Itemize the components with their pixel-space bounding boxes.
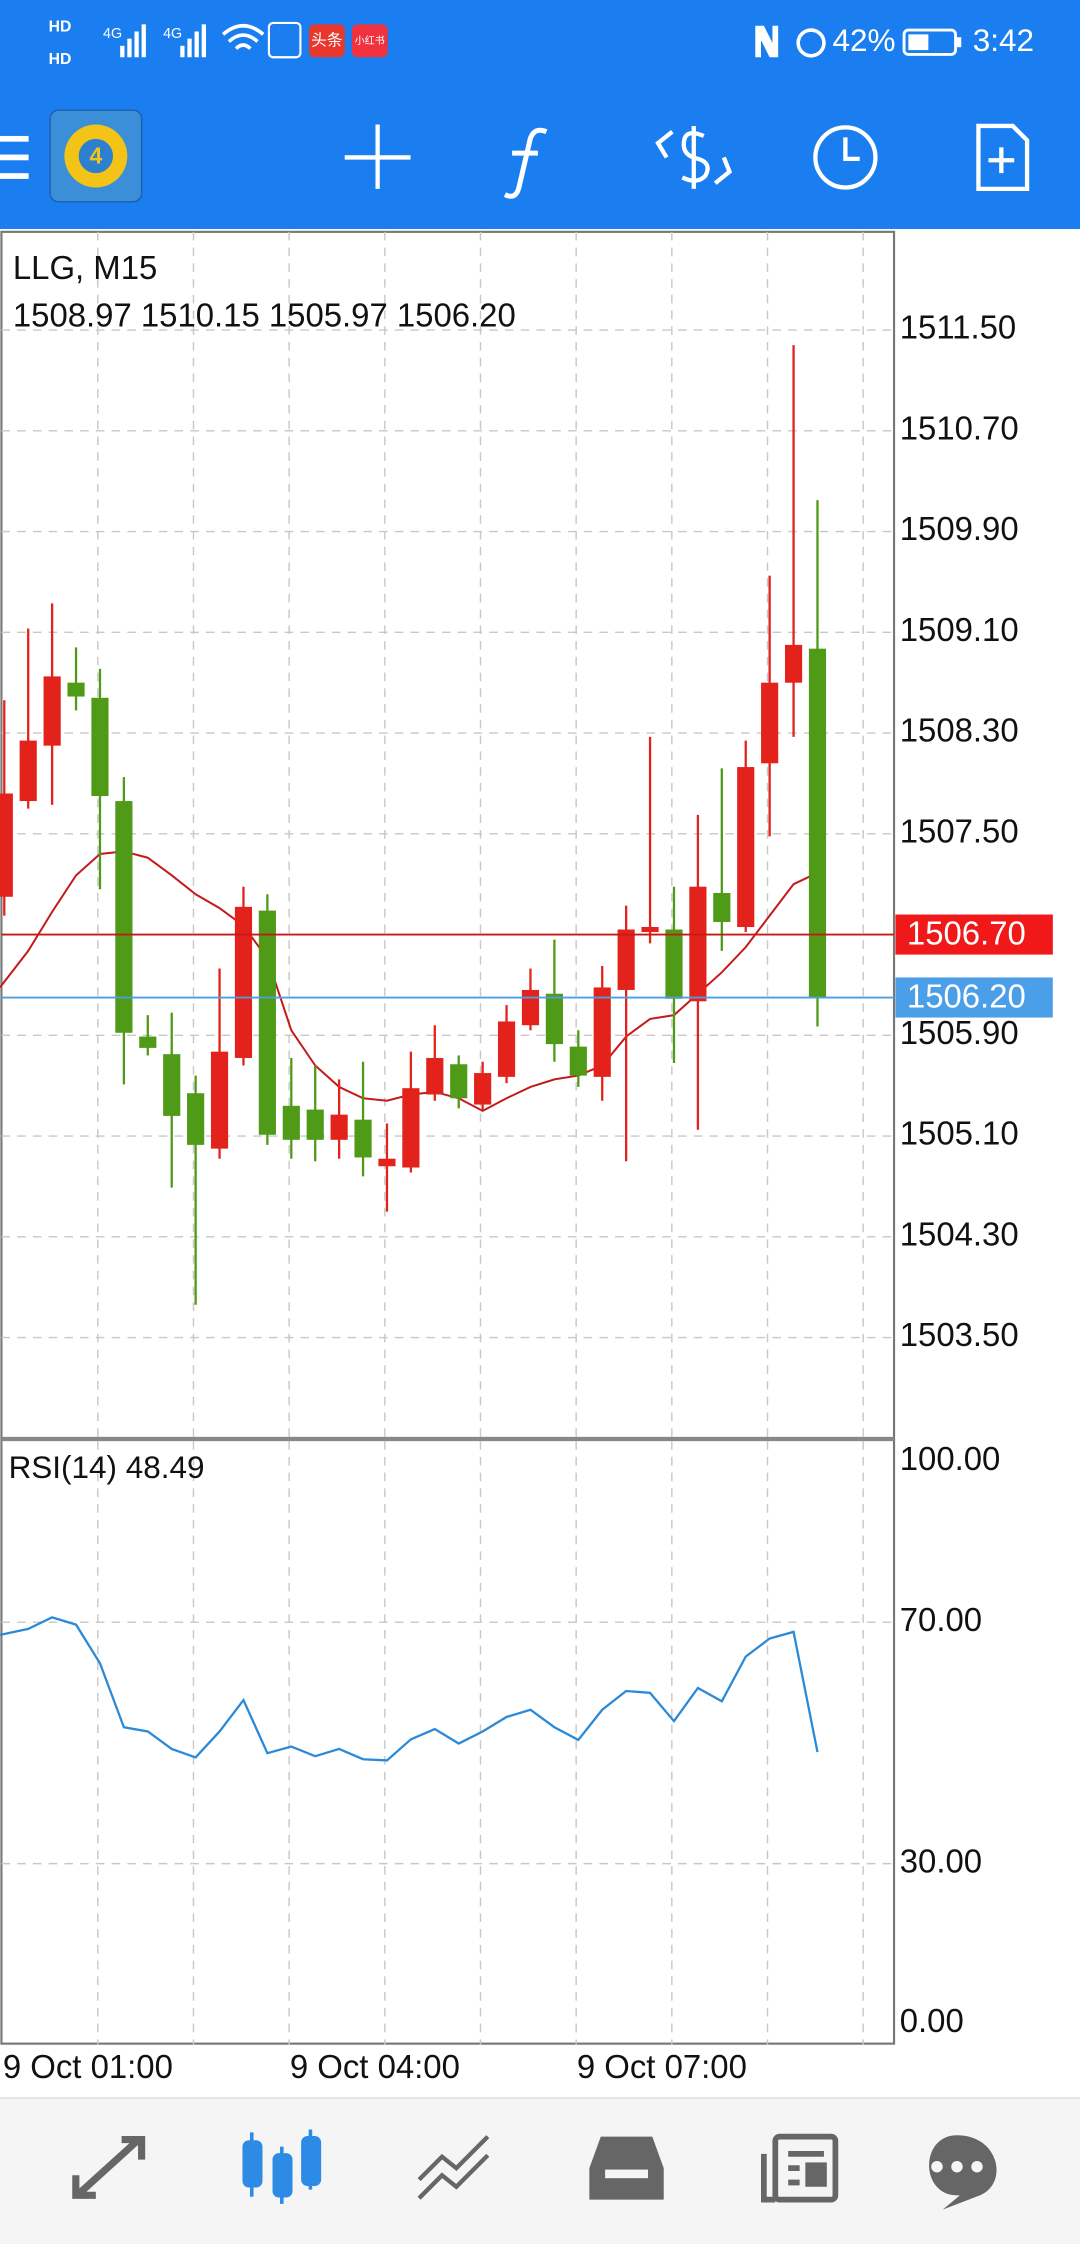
- x-tick-label: 9 Oct 04:00: [290, 2048, 460, 2085]
- y-tick-label: 70.00: [900, 1601, 982, 1638]
- y-tick-label: 1505.90: [900, 1014, 1019, 1051]
- chat-tab[interactable]: [929, 2135, 997, 2210]
- svg-text:4: 4: [89, 142, 102, 168]
- candle-body: [641, 926, 659, 933]
- y-tick-label: 1509.90: [900, 510, 1019, 547]
- candle-body: [0, 793, 13, 897]
- nav-icons: [72, 2129, 997, 2210]
- candle-body: [497, 1021, 516, 1077]
- panel-separator: [1, 1436, 895, 1442]
- price-tag: [895, 914, 1053, 955]
- status-badge: HD: [49, 18, 72, 35]
- quotes-tab[interactable]: [72, 2135, 146, 2199]
- candle-body: [187, 1093, 205, 1145]
- candle-body: [210, 1051, 229, 1149]
- status-icons: HD HD 4G 4G 头条 小红书 42% 3:42: [49, 18, 1034, 68]
- y-tick-label: 1505.10: [900, 1115, 1019, 1152]
- battery-level: 42%: [833, 23, 896, 58]
- status-badge: 4G: [103, 26, 122, 42]
- y-tick-label: 0.00: [900, 2002, 964, 2039]
- candle-body: [378, 1158, 396, 1167]
- candle-body: [163, 1054, 181, 1116]
- candle-body: [593, 987, 611, 1077]
- y-tick-label: 1504.30: [900, 1215, 1019, 1252]
- plot-area: 1503.50 1504.30 1505.10 1505.90 1506.70 1507.…: [0, 231, 1053, 2085]
- y-tick-label: 1507.50: [900, 812, 1019, 849]
- chart-frame: [0, 230, 896, 2045]
- candle-body: [43, 676, 61, 746]
- candle-body: [402, 1088, 420, 1168]
- candle-body: [91, 697, 109, 797]
- candle-body: [569, 1046, 587, 1076]
- app-logo[interactable]: 4: [49, 109, 143, 203]
- candle-body: [737, 767, 755, 927]
- x-tick-label: 9 Oct 07:00: [577, 2048, 747, 2085]
- candle-body: [545, 993, 563, 1045]
- crosshair-button[interactable]: [344, 124, 411, 189]
- menu-button[interactable]: [0, 135, 29, 179]
- history-tab[interactable]: [589, 2136, 664, 2200]
- candle-body: [330, 1114, 348, 1140]
- candle-body: [808, 648, 827, 998]
- price-tag-label: 1506.70: [907, 915, 1026, 952]
- candle-body: [306, 1109, 324, 1140]
- candle-body: [450, 1064, 468, 1099]
- y-tick-label: 30.00: [900, 1842, 982, 1879]
- candle-body: [258, 910, 276, 1135]
- status-badge: 4G: [163, 26, 182, 42]
- new-order-button[interactable]: [976, 123, 1030, 192]
- candle-body: [19, 740, 37, 802]
- y-tick-label: 1508.30: [900, 712, 1019, 749]
- price-tag-label: 1506.20: [907, 978, 1026, 1015]
- y-tick-label: 1503.50: [900, 1316, 1019, 1353]
- period-button[interactable]: [813, 125, 878, 190]
- indicators-button[interactable]: [503, 127, 548, 199]
- candle-body: [665, 929, 683, 999]
- candle-body: [139, 1036, 157, 1048]
- status-badge: 头条: [311, 32, 343, 50]
- status-badge: HD: [49, 51, 72, 68]
- y-tick-label: 1510.70: [900, 409, 1019, 446]
- candle-body: [354, 1119, 372, 1158]
- candle-body: [234, 906, 253, 1058]
- trade-button[interactable]: [655, 125, 733, 189]
- trade-tab[interactable]: [417, 2135, 490, 2200]
- candle-body: [617, 929, 635, 990]
- candle-body: [761, 682, 779, 764]
- price-tag: [895, 977, 1053, 1018]
- ohlc-header: 1508.97 1510.15 1505.97 1506.20: [13, 296, 516, 333]
- candle-body: [713, 892, 731, 922]
- candle-body: [784, 644, 803, 683]
- bottom-nav: [0, 2098, 1080, 2244]
- x-tick-label: 9 Oct 01:00: [3, 2048, 173, 2085]
- rsi-line: [0, 1616, 819, 1762]
- chart-title: LLG, M15: [13, 249, 157, 286]
- clock: 3:42: [973, 23, 1034, 58]
- candle-body: [115, 801, 133, 1033]
- chart-tab[interactable]: [242, 2129, 322, 2204]
- status-badge: 小红书: [355, 34, 385, 47]
- candle-body: [282, 1105, 300, 1140]
- candle-body: [426, 1057, 444, 1095]
- y-tick-label: 100.00: [900, 1440, 1001, 1477]
- indicator-title: RSI(14) 48.49: [9, 1450, 205, 1485]
- y-tick-label: 1509.10: [900, 611, 1019, 648]
- candle-body: [474, 1073, 492, 1105]
- news-tab[interactable]: [761, 2133, 839, 2203]
- candle-body: [67, 682, 85, 697]
- y-tick-label: 1511.50: [900, 309, 1016, 346]
- toolbar: 4: [0, 109, 1030, 203]
- app-bar: [0, 0, 1080, 229]
- candle-body: [521, 989, 540, 1026]
- candle-body: [689, 886, 707, 1002]
